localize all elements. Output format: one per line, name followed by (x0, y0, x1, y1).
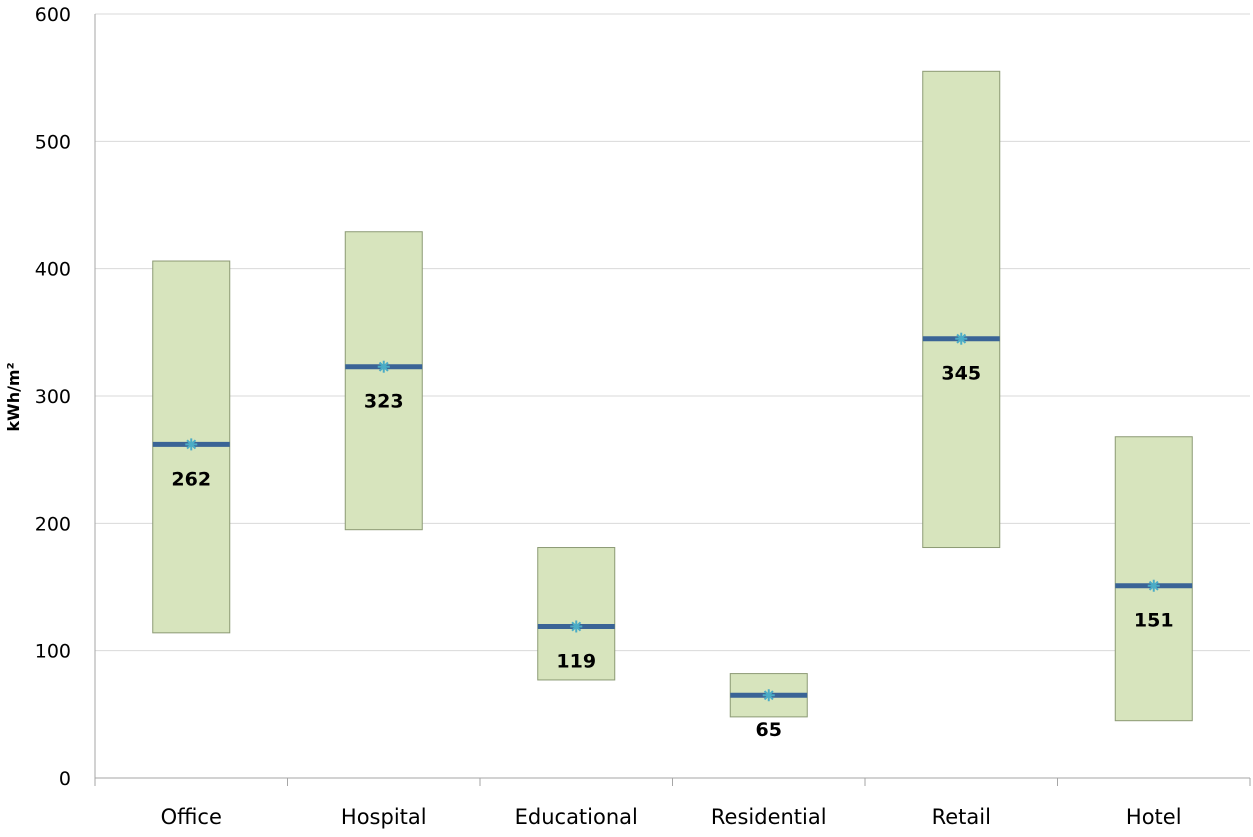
data-label: 262 (171, 468, 211, 490)
range-bar-hospital (344, 231, 423, 531)
x-tick-label: Residential (711, 805, 827, 829)
median-marker (570, 620, 583, 633)
y-tick-label: 500 (35, 131, 71, 153)
y-tick-label: 100 (35, 641, 71, 663)
marker-stroke (378, 361, 389, 372)
y-tick-label: 400 (35, 259, 71, 281)
median-marker (185, 438, 198, 451)
range-bar-retail (922, 70, 1001, 549)
y-tick-label: 200 (35, 513, 71, 535)
labels: 0 100 200 300 400 500 600 262 Office 323 Hospital 1… (35, 4, 1182, 829)
data-label: 65 (756, 719, 782, 741)
x-tick-label: Office (161, 805, 222, 829)
x-tick-label: Hotel (1126, 805, 1182, 829)
range-bar-office (152, 260, 231, 634)
y-tick-label: 600 (35, 4, 71, 26)
x-tick-label: Hospital (341, 805, 427, 829)
gridlines (95, 13, 1250, 652)
y-tick-label: 0 (59, 768, 71, 790)
marker-stroke (1148, 580, 1159, 591)
x-tick-label: Retail (932, 805, 991, 829)
marker-stroke (763, 690, 774, 701)
data-label: 119 (556, 650, 596, 672)
median-marker (955, 332, 968, 345)
marker-stroke (186, 439, 197, 450)
median-marker (1147, 579, 1160, 592)
range-bars (152, 70, 1193, 722)
range-bar-educational (537, 547, 616, 681)
data-label: 345 (941, 363, 981, 385)
marker-stroke (956, 333, 967, 344)
range-bar-hotel (1114, 436, 1193, 722)
data-label: 151 (1134, 610, 1174, 632)
marker-stroke (571, 621, 582, 632)
axes (94, 14, 1251, 786)
x-tick-label: Educational (515, 805, 638, 829)
median-marker (762, 689, 775, 702)
y-axis-label: kWh/m² (4, 362, 23, 431)
median-marker (377, 360, 390, 373)
y-tick-label: 300 (35, 386, 71, 408)
data-label: 323 (364, 391, 404, 413)
